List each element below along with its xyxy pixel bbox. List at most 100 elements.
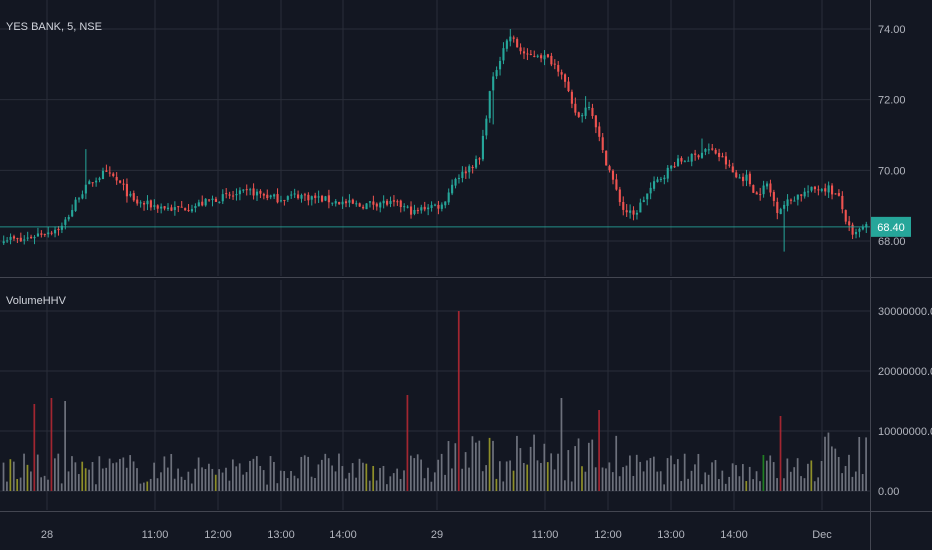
volume-bar	[170, 453, 173, 491]
time-axis-tick-label: 11:00	[142, 529, 169, 541]
candle-body	[495, 70, 498, 77]
volume-bar	[670, 455, 672, 491]
volume-bar	[464, 452, 467, 491]
volume-bar	[33, 404, 36, 491]
candle-body	[36, 233, 40, 237]
volume-bar	[266, 484, 268, 491]
candle-body	[115, 176, 118, 181]
volume-bar	[365, 463, 368, 491]
candle-body	[690, 153, 693, 162]
volume-bar	[779, 416, 782, 491]
volume-bar	[492, 440, 494, 491]
candle-body	[844, 210, 847, 222]
indicator-title: VolumeHHV	[6, 295, 67, 307]
candle-body	[447, 192, 450, 203]
volume-bar	[211, 468, 214, 491]
candle-body	[584, 107, 587, 116]
volume-bar	[461, 468, 464, 491]
candle-body	[649, 187, 652, 194]
candle-body	[327, 195, 330, 203]
volume-bar	[810, 460, 813, 491]
volume-bar	[560, 398, 563, 491]
candle-body	[813, 186, 817, 190]
volume-bar	[861, 474, 864, 491]
candle-body	[273, 194, 276, 197]
volume-bar	[344, 478, 347, 491]
candle-body	[33, 236, 36, 239]
candle-body	[218, 201, 221, 203]
volume-bar	[19, 477, 22, 491]
volume-bar	[608, 462, 611, 491]
candle-body	[112, 173, 115, 177]
candle-body	[451, 184, 454, 194]
volume-bar	[351, 463, 354, 491]
candle-body	[375, 203, 378, 207]
candle-body	[413, 209, 416, 214]
volume-bar	[752, 479, 754, 491]
volume-bar	[406, 395, 409, 491]
volume-bar	[276, 483, 279, 491]
price-axis-tick-label: 74.00	[878, 24, 906, 36]
candle-body	[235, 194, 238, 196]
volume-bar	[249, 460, 251, 491]
volume-bar	[673, 464, 676, 491]
candle-body	[208, 199, 211, 201]
candle-body	[211, 198, 214, 201]
candle-body	[427, 207, 430, 210]
volume-bar	[687, 478, 689, 491]
candle-body	[574, 103, 577, 113]
candle-body	[670, 165, 673, 169]
time-axis-tick-label: 28	[41, 529, 53, 541]
time-axis-tick-label: 13:00	[657, 529, 685, 541]
candle-body	[694, 153, 697, 155]
volume-bar	[420, 459, 422, 491]
volume-bar	[728, 476, 731, 491]
candle-body	[564, 74, 567, 82]
time-axis-tick-label: 29	[431, 529, 443, 541]
candle-body	[122, 183, 125, 185]
candle-body	[540, 55, 543, 59]
candle-body	[307, 194, 310, 201]
volume-bar	[74, 462, 77, 491]
candle-body	[676, 158, 680, 166]
candle-body	[594, 115, 597, 128]
candle-body	[570, 91, 573, 104]
time-axis-tick-label: 14:00	[329, 529, 357, 541]
candle-body	[505, 40, 508, 49]
candle-body	[132, 193, 135, 201]
candle-body	[748, 173, 751, 185]
candle-body	[286, 196, 289, 200]
volume-bar	[30, 471, 32, 491]
candle-body	[738, 177, 741, 179]
candle-body	[635, 212, 639, 215]
volume-bar	[587, 442, 590, 491]
volume-bar	[632, 475, 635, 491]
volume-bar	[533, 434, 535, 491]
candle-body	[598, 126, 601, 137]
volume-bar	[557, 453, 559, 491]
volume-bar	[738, 476, 741, 491]
volume-bar	[403, 470, 405, 491]
volume-bar	[362, 462, 364, 491]
candle-body	[314, 195, 317, 199]
volume-bar	[84, 468, 87, 491]
candle-body	[625, 210, 628, 213]
volume-bar	[748, 466, 751, 491]
price-axis-tick-label: 70.00	[878, 165, 906, 177]
volume-bar	[629, 455, 631, 491]
volume-bar	[457, 311, 460, 491]
candle-body	[348, 200, 351, 203]
volume-bar	[659, 471, 662, 491]
candle-body	[324, 196, 327, 201]
candle-body	[146, 200, 149, 205]
volume-bar	[327, 458, 330, 491]
volume-bar	[279, 470, 282, 491]
volume-bar	[235, 466, 238, 491]
volume-bar	[837, 456, 840, 491]
candle-body	[841, 195, 844, 210]
volume-bar	[314, 478, 316, 491]
candle-body	[71, 210, 74, 217]
candle-body	[762, 185, 765, 195]
